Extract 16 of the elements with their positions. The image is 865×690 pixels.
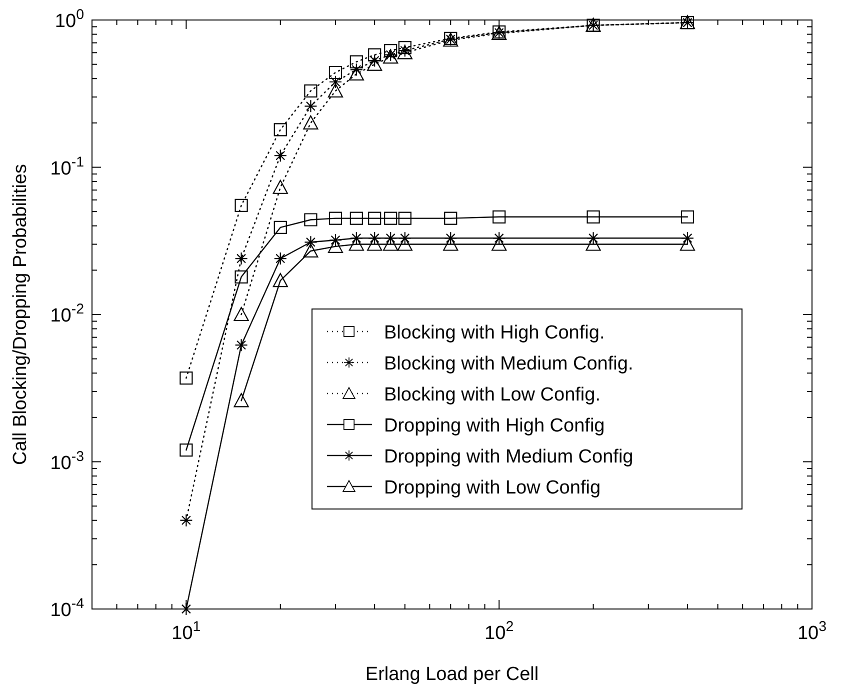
x-tick-label: 10$^{2}$ — [484, 619, 514, 644]
y-tick-label: 10$^{-3}$ — [50, 448, 84, 474]
y-tick-label: 10$^{0}$ — [54, 7, 84, 32]
y-axis-title: Call Blocking/Dropping Probabilities — [10, 164, 31, 465]
legend-label: Blocking with Medium Config. — [384, 354, 634, 374]
legend-label: Dropping with High Config — [384, 416, 605, 436]
legend-label: Blocking with Low Config. — [384, 384, 600, 406]
legend-label: Dropping with Low Config — [384, 478, 601, 498]
y-tick-label: 10$^{-4}$ — [50, 596, 84, 621]
y-tick-label: 10$^{-1}$ — [50, 154, 84, 180]
x-tick-label: 10$^{1}$ — [172, 619, 201, 644]
x-tick-label: 10$^{3}$ — [797, 619, 827, 644]
y-tick-label: 10$^{-2}$ — [50, 302, 84, 326]
x-axis-title: Erlang Load per Cell — [365, 664, 539, 685]
legend-label: Dropping with Medium Config — [384, 446, 634, 468]
legend-label: Blocking with High Config. — [384, 322, 605, 344]
